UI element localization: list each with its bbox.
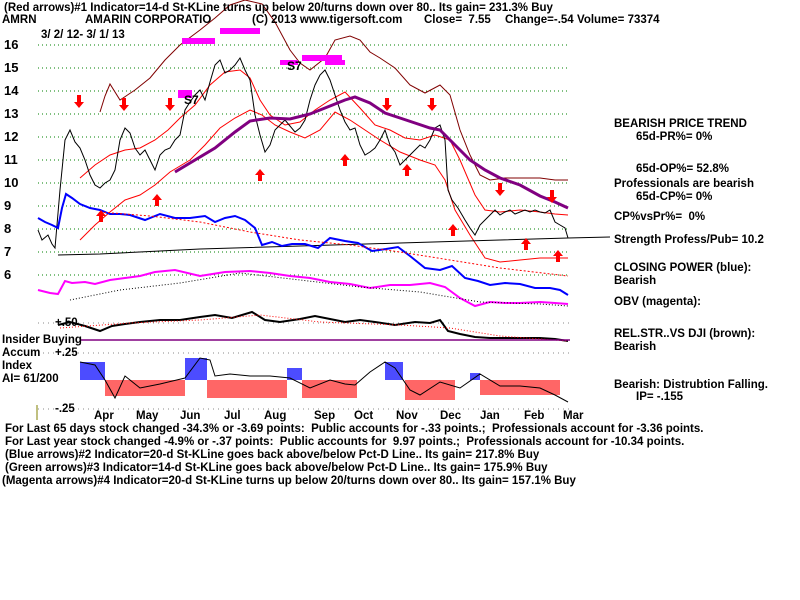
volume-value: Volume= 73374	[577, 14, 660, 26]
footer-magenta-arrows: (Magenta arrows)#4 Indicator=20-d St-KLi…	[2, 475, 576, 487]
x-tick-nov: Nov	[396, 410, 418, 422]
relstr-ma	[59, 314, 569, 342]
footer-green-arrows: (Green arrows)#3 Indicator=14-d St-KLine…	[5, 462, 548, 474]
tick-minus-25: -.25	[55, 403, 75, 415]
y-tick-14: 14	[4, 83, 19, 98]
professionals-status: Professionals are bearish	[614, 178, 754, 190]
company-name: AMARIN CORPORATIO	[85, 14, 212, 26]
upper-band	[79, 69, 569, 216]
index-label: Index	[2, 360, 33, 372]
change-value: Change=-.54	[505, 14, 574, 26]
tick-plus-25: +.25	[55, 347, 78, 359]
y-tick-12: 12	[4, 129, 19, 144]
closing-power-value: Bearish	[614, 275, 657, 287]
accum-label: Accum	[2, 347, 41, 359]
x-tick-apr: Apr	[94, 410, 114, 422]
price-bars	[37, 56, 569, 250]
price-grid	[38, 44, 570, 276]
close-value: Close= 7.55	[424, 14, 491, 26]
svg-text:S7: S7	[184, 93, 199, 107]
insider-buying-label: Insider Buying	[2, 334, 82, 346]
y-tick-13: 13	[4, 106, 19, 121]
indicator-1-text: (Red arrows)#1 Indicator=14-d St-KLine t…	[4, 2, 553, 14]
date-range: 3/ 2/ 12- 3/ 1/ 13	[41, 29, 125, 41]
closing-power-ma	[99, 211, 569, 277]
ip-value: IP= -.155	[636, 391, 683, 403]
strength-ratio: Strength Profess/Pub= 10.2	[614, 234, 764, 246]
magenta-arrow-clusters	[178, 28, 345, 98]
svg-text:S7: S7	[287, 59, 302, 73]
red-up-arrows	[96, 154, 563, 262]
ai-value: AI= 61/200	[2, 373, 59, 385]
lower-band	[79, 109, 568, 263]
pr-value: 65d-PR%= 0%	[636, 131, 713, 143]
x-tick-jan: Jan	[480, 410, 500, 422]
relstr-line	[57, 310, 569, 342]
x-tick-jun: Jun	[180, 410, 201, 422]
obv-line	[37, 268, 569, 308]
ip-label: Bearish: Distrubtion Falling.	[614, 379, 768, 391]
x-tick-jul: Jul	[224, 410, 241, 422]
accum-index-bars	[80, 358, 560, 400]
y-tick-7: 7	[4, 244, 12, 259]
accum-index-line	[79, 357, 569, 403]
x-tick-feb: Feb	[524, 410, 545, 422]
cp-value: 65d-CP%= 0%	[636, 191, 713, 203]
closing-power-line	[37, 192, 569, 296]
y-tick-6: 6	[4, 267, 12, 282]
ticker: AMRN	[2, 14, 37, 26]
x-tick-may: May	[136, 410, 159, 422]
relstr-value: Bearish	[614, 341, 657, 353]
trend-title: BEARISH PRICE TREND	[614, 118, 747, 130]
tick-plus-50: +.50	[55, 317, 78, 329]
footer-year: For Last year stock changed -4.9% or -.3…	[5, 436, 685, 448]
y-tick-11: 11	[4, 152, 18, 167]
red-down-arrows	[74, 95, 557, 203]
relstr-label: REL.STR..VS DJI (brown):	[614, 328, 756, 340]
x-tick-oct: Oct	[354, 410, 374, 422]
x-tick-sep: Sep	[314, 410, 336, 422]
footer-65day: For Last 65 days stock changed -34.3% or…	[5, 423, 704, 435]
y-tick-8: 8	[4, 221, 12, 236]
x-tick-mar: Mar	[563, 410, 584, 422]
moving-average	[174, 95, 569, 210]
op-value: 65d-OP%= 52.8%	[636, 163, 730, 175]
y-tick-10: 10	[4, 175, 19, 190]
y-tick-9: 9	[4, 198, 12, 213]
closing-power-label: CLOSING POWER (blue):	[614, 262, 752, 274]
obv-label: OBV (magenta):	[614, 296, 701, 308]
x-tick-dec: Dec	[440, 410, 462, 422]
y-tick-16: 16	[4, 37, 19, 52]
y-tick-15: 15	[4, 60, 19, 75]
obv-ma	[69, 272, 569, 307]
upper-outer-band	[99, 0, 568, 181]
footer-blue-arrows: (Blue arrows)#2 Indicator=20-d St-KLine …	[5, 449, 540, 461]
copyright: (C) 2013 www.tigersoft.com	[252, 14, 403, 26]
cp-vs-pr: CP%vsPr%= 0%	[614, 211, 706, 223]
x-tick-aug: Aug	[264, 410, 287, 422]
